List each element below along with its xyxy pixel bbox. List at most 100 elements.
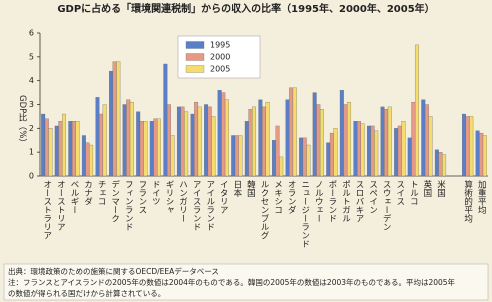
bar <box>347 101 352 177</box>
bar <box>299 137 304 177</box>
bar <box>279 156 284 177</box>
bar <box>479 132 484 177</box>
bar <box>353 121 358 177</box>
bar <box>482 135 487 177</box>
bar <box>170 135 175 177</box>
bar <box>89 144 94 177</box>
bar <box>71 121 76 177</box>
x-tick-label: ドイツ <box>150 180 160 206</box>
x-tick-label: デンマーク <box>110 179 120 222</box>
bar <box>176 106 181 177</box>
bar <box>231 135 236 177</box>
bar <box>407 137 412 177</box>
bar <box>85 142 90 177</box>
bar <box>401 121 406 177</box>
bar <box>370 125 375 177</box>
bar <box>81 135 86 177</box>
y-axis-label: GDP比（%） <box>17 95 27 147</box>
bar <box>438 152 443 177</box>
bar <box>271 140 276 177</box>
bar <box>469 116 474 177</box>
legend-swatch <box>185 41 205 49</box>
x-tick-label: オーストリア <box>55 180 65 231</box>
x-tick-label: 英国 <box>422 179 432 198</box>
bar <box>302 137 307 177</box>
x-tick-label: カナダ <box>83 180 93 206</box>
bar <box>163 63 168 177</box>
x-tick-label: ノルウェー <box>313 180 323 223</box>
bar <box>292 87 297 177</box>
note: 出典：環境政策のための施策に関するOECD/EEAデータベース <box>8 266 219 276</box>
bar <box>44 118 49 177</box>
bar <box>99 113 104 177</box>
bar <box>167 104 171 177</box>
bar <box>275 125 280 177</box>
bar <box>434 149 439 177</box>
bar <box>153 118 158 177</box>
bar <box>360 123 365 177</box>
bar <box>316 104 321 177</box>
bar <box>143 121 148 177</box>
bar <box>329 132 334 177</box>
bar <box>109 70 114 177</box>
x-tick-label: フィンランド <box>123 180 133 231</box>
bar <box>204 104 209 177</box>
legend-label: 1995 <box>210 41 230 50</box>
x-tick-label: 韓国 <box>245 179 255 198</box>
bar <box>194 101 199 177</box>
x-tick-label: 米国 <box>435 179 445 198</box>
bar <box>265 101 270 177</box>
legend-swatch <box>185 53 205 61</box>
bar <box>411 101 416 177</box>
x-tick-label: 算術的平均 <box>463 179 473 223</box>
bar <box>129 101 134 177</box>
bar <box>244 121 249 177</box>
bar <box>312 92 317 177</box>
bar <box>197 106 202 177</box>
notes-box <box>3 263 489 301</box>
x-tick-label: ポーランド <box>327 180 337 223</box>
bar <box>184 111 189 177</box>
bar <box>384 109 389 177</box>
y-tick-label: 1 <box>29 148 34 157</box>
bar <box>475 130 480 177</box>
bar <box>48 128 53 177</box>
bar <box>339 90 344 177</box>
x-tick-label: ルクセンブルグ <box>259 180 269 240</box>
x-tick-label: オランダ <box>286 180 296 214</box>
bar <box>394 128 399 177</box>
x-tick-label: ハンガリー <box>178 180 188 223</box>
x-tick-label: ニュージーランド <box>300 180 310 248</box>
bar <box>62 113 66 177</box>
bar <box>58 121 63 177</box>
bar <box>149 121 154 177</box>
bar <box>442 154 447 177</box>
x-tick-label: オーストラリア <box>42 180 52 240</box>
x-tick-label: スウェーデン <box>381 180 391 231</box>
y-tick-label: 2 <box>29 124 34 133</box>
bar <box>252 106 257 177</box>
bar <box>217 90 222 177</box>
x-tick-label: メキシコ <box>273 180 283 214</box>
bar <box>41 113 46 177</box>
legend-label: 2005 <box>210 65 230 74</box>
bar <box>465 116 470 177</box>
bar <box>180 106 185 177</box>
bar <box>428 116 433 177</box>
x-tick-label: ポルトガル <box>340 180 350 223</box>
bar <box>424 104 429 177</box>
x-tick-label: 加重平均 <box>476 179 486 215</box>
x-tick-label: ギリシャ <box>164 180 174 214</box>
y-tick-label: 0 <box>29 172 34 181</box>
bar <box>126 99 131 177</box>
bar <box>343 104 348 177</box>
bar <box>374 130 379 177</box>
bar <box>136 111 141 177</box>
x-tick-label: スイス <box>395 180 405 206</box>
bar <box>112 61 117 177</box>
bar <box>75 121 80 177</box>
bar <box>258 99 263 177</box>
bar <box>207 106 212 177</box>
bar <box>95 97 100 177</box>
